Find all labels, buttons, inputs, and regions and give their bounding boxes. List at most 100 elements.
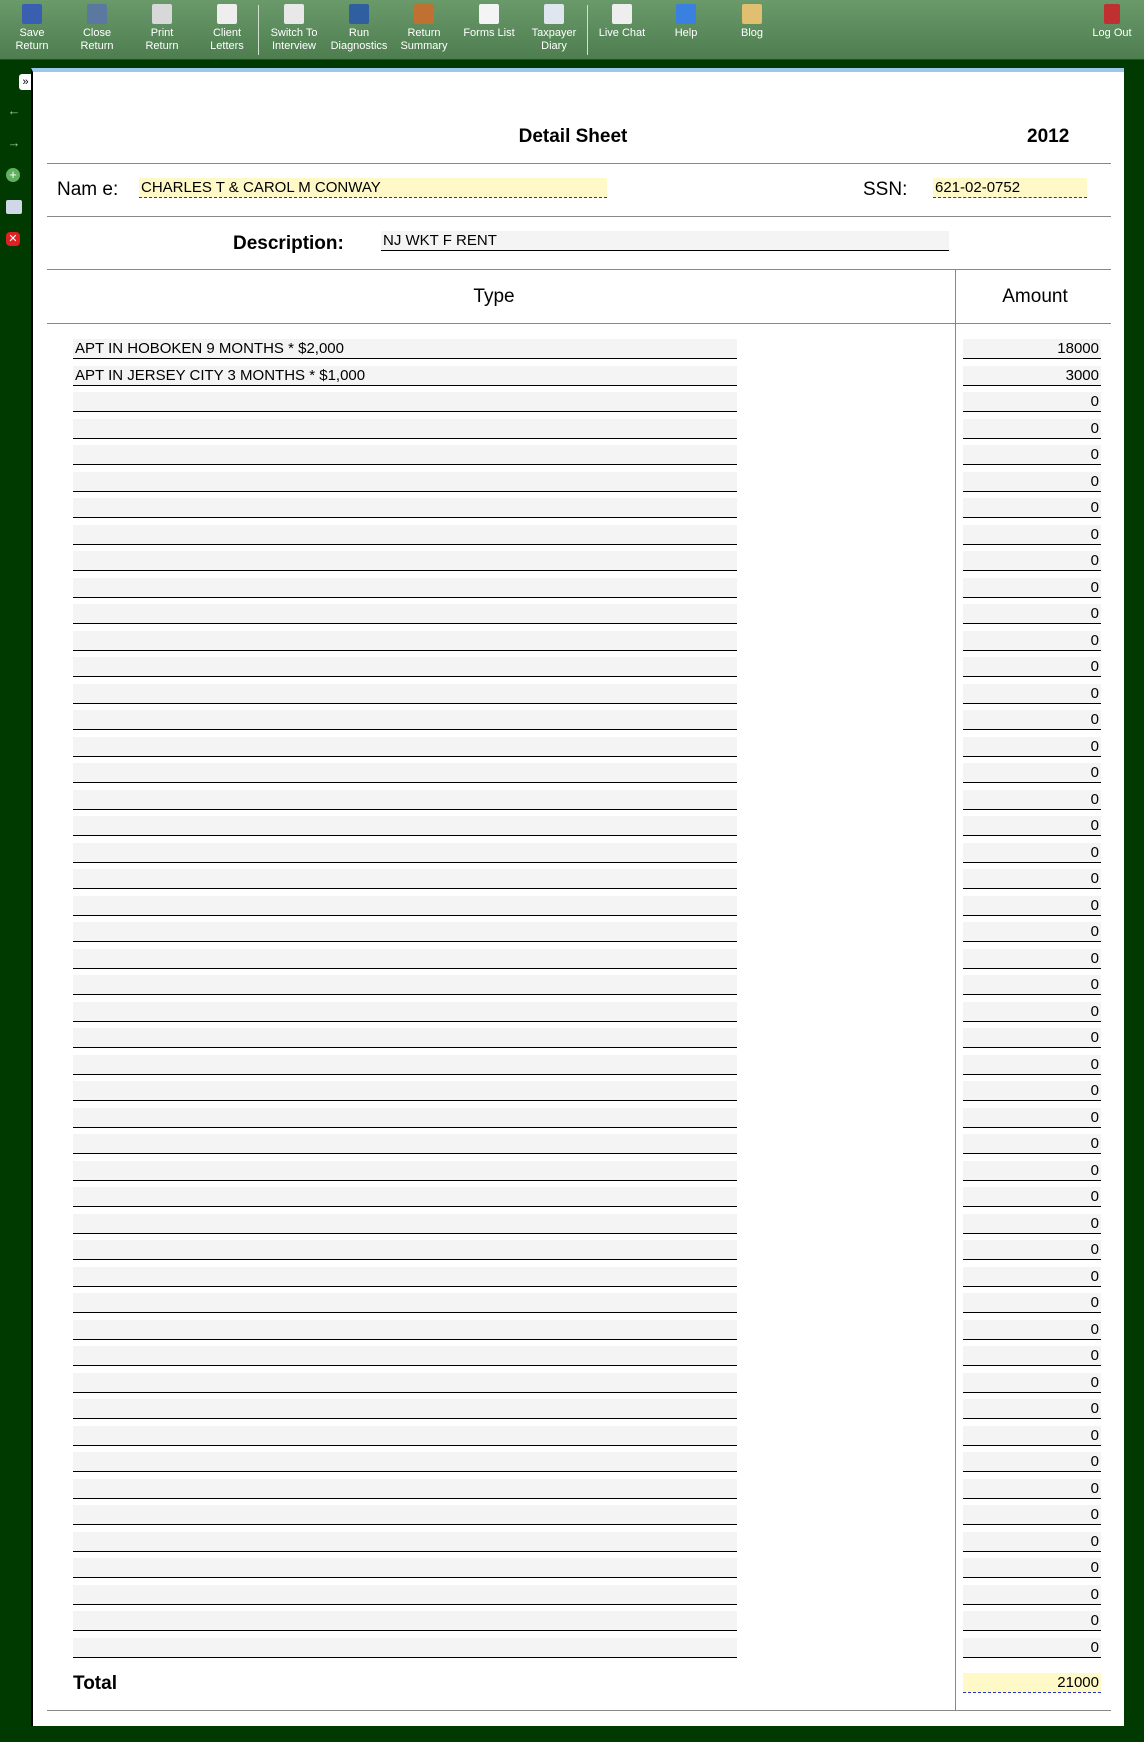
type-field[interactable] <box>73 1399 737 1419</box>
amount-field[interactable]: 0 <box>963 418 1101 439</box>
amount-field[interactable]: 0 <box>963 1558 1101 1578</box>
amount-field[interactable]: 0 <box>963 1478 1101 1499</box>
type-field[interactable] <box>73 657 737 677</box>
type-field[interactable] <box>73 551 737 571</box>
amount-field[interactable]: 0 <box>963 1346 1101 1366</box>
amount-field[interactable]: 18000 <box>963 339 1101 359</box>
amount-field[interactable]: 0 <box>963 816 1101 836</box>
type-field[interactable] <box>73 1187 737 1207</box>
amount-field[interactable]: 0 <box>963 1637 1101 1658</box>
amount-field[interactable]: 0 <box>963 922 1101 942</box>
amount-field[interactable]: 0 <box>963 1107 1101 1128</box>
toolbar-button-diary[interactable]: Taxpayer Diary <box>522 4 586 53</box>
amount-field[interactable]: 0 <box>963 1081 1101 1101</box>
toolbar-button-blog[interactable]: Blog <box>720 4 784 40</box>
type-field[interactable] <box>73 604 737 624</box>
type-field[interactable] <box>73 1240 737 1260</box>
amount-field[interactable]: 0 <box>963 1266 1101 1287</box>
type-field[interactable] <box>73 789 737 810</box>
type-field[interactable] <box>73 1531 737 1552</box>
amount-field[interactable]: 0 <box>963 1240 1101 1260</box>
amount-field[interactable]: 0 <box>963 657 1101 677</box>
log-out-button[interactable]: Log Out <box>1080 4 1144 40</box>
type-field[interactable] <box>73 1213 737 1234</box>
amount-field[interactable]: 0 <box>963 1399 1101 1419</box>
type-field[interactable] <box>73 1478 737 1499</box>
amount-field[interactable]: 0 <box>963 1611 1101 1631</box>
type-field[interactable] <box>73 1319 737 1340</box>
print-icon[interactable] <box>6 200 22 214</box>
amount-field[interactable]: 0 <box>963 948 1101 969</box>
amount-field[interactable]: 0 <box>963 789 1101 810</box>
toolbar-button-diagnostics[interactable]: Run Diagnostics <box>327 4 391 53</box>
amount-field[interactable]: 0 <box>963 1028 1101 1048</box>
type-field[interactable] <box>73 922 737 942</box>
amount-field[interactable]: 0 <box>963 710 1101 730</box>
back-arrow-icon[interactable]: ← <box>7 103 21 118</box>
toolbar-button-envelope[interactable]: Client Letters <box>195 4 259 53</box>
description-field[interactable]: NJ WKT F RENT <box>381 231 949 251</box>
amount-field[interactable]: 0 <box>963 577 1101 598</box>
name-field[interactable]: CHARLES T & CAROL M CONWAY <box>139 178 607 198</box>
type-field[interactable] <box>73 1028 737 1048</box>
amount-field[interactable]: 0 <box>963 445 1101 465</box>
type-field[interactable] <box>73 630 737 651</box>
amount-field[interactable]: 0 <box>963 763 1101 783</box>
type-field[interactable] <box>73 498 737 518</box>
amount-field[interactable]: 3000 <box>963 365 1101 386</box>
type-field[interactable] <box>73 1425 737 1446</box>
toolbar-button-interview[interactable]: Switch To Interview <box>262 4 326 53</box>
amount-field[interactable]: 0 <box>963 1319 1101 1340</box>
type-field[interactable] <box>73 1346 737 1366</box>
amount-field[interactable]: 0 <box>963 842 1101 863</box>
type-field[interactable] <box>73 683 737 704</box>
type-field[interactable] <box>73 392 737 412</box>
type-field[interactable] <box>73 1160 737 1181</box>
amount-field[interactable]: 0 <box>963 1187 1101 1207</box>
amount-field[interactable]: 0 <box>963 604 1101 624</box>
amount-field[interactable]: 0 <box>963 683 1101 704</box>
amount-field[interactable]: 0 <box>963 895 1101 916</box>
toolbar-button-chat[interactable]: Live Chat <box>590 4 654 40</box>
ssn-field[interactable]: 621-02-0752 <box>933 178 1087 198</box>
amount-field[interactable]: 0 <box>963 1293 1101 1313</box>
amount-field[interactable]: 0 <box>963 471 1101 492</box>
amount-field[interactable]: 0 <box>963 498 1101 518</box>
type-field[interactable] <box>73 577 737 598</box>
type-field[interactable] <box>73 524 737 545</box>
type-field[interactable] <box>73 1001 737 1022</box>
type-field[interactable] <box>73 869 737 889</box>
type-field[interactable] <box>73 1452 737 1472</box>
type-field[interactable] <box>73 736 737 757</box>
type-field[interactable] <box>73 1611 737 1631</box>
type-field[interactable] <box>73 895 737 916</box>
amount-field[interactable]: 0 <box>963 1134 1101 1154</box>
amount-field[interactable]: 0 <box>963 1001 1101 1022</box>
type-field[interactable] <box>73 1505 737 1525</box>
type-field[interactable] <box>73 1266 737 1287</box>
amount-field[interactable]: 0 <box>963 551 1101 571</box>
toolbar-button-help[interactable]: Help <box>654 4 718 40</box>
toolbar-button-print[interactable]: Print Return <box>130 4 194 53</box>
amount-field[interactable]: 0 <box>963 392 1101 412</box>
type-field[interactable] <box>73 418 737 439</box>
amount-field[interactable]: 0 <box>963 1372 1101 1393</box>
type-field[interactable] <box>73 1134 737 1154</box>
type-field[interactable] <box>73 445 737 465</box>
expand-panel-icon[interactable]: » <box>19 74 32 90</box>
amount-field[interactable]: 0 <box>963 1584 1101 1605</box>
type-field[interactable] <box>73 975 737 995</box>
amount-field[interactable]: 0 <box>963 524 1101 545</box>
toolbar-button-clipboard[interactable]: Return Summary <box>392 4 456 53</box>
delete-icon[interactable]: ✕ <box>6 232 20 246</box>
forward-arrow-icon[interactable]: → <box>7 135 21 150</box>
type-field[interactable] <box>73 948 737 969</box>
amount-field[interactable]: 0 <box>963 1505 1101 1525</box>
amount-field[interactable]: 0 <box>963 1160 1101 1181</box>
toolbar-button-save[interactable]: Save Return <box>0 4 64 53</box>
amount-field[interactable]: 0 <box>963 1054 1101 1075</box>
amount-field[interactable]: 0 <box>963 1213 1101 1234</box>
amount-field[interactable]: 0 <box>963 869 1101 889</box>
type-field[interactable] <box>73 1637 737 1658</box>
type-field[interactable] <box>73 1054 737 1075</box>
